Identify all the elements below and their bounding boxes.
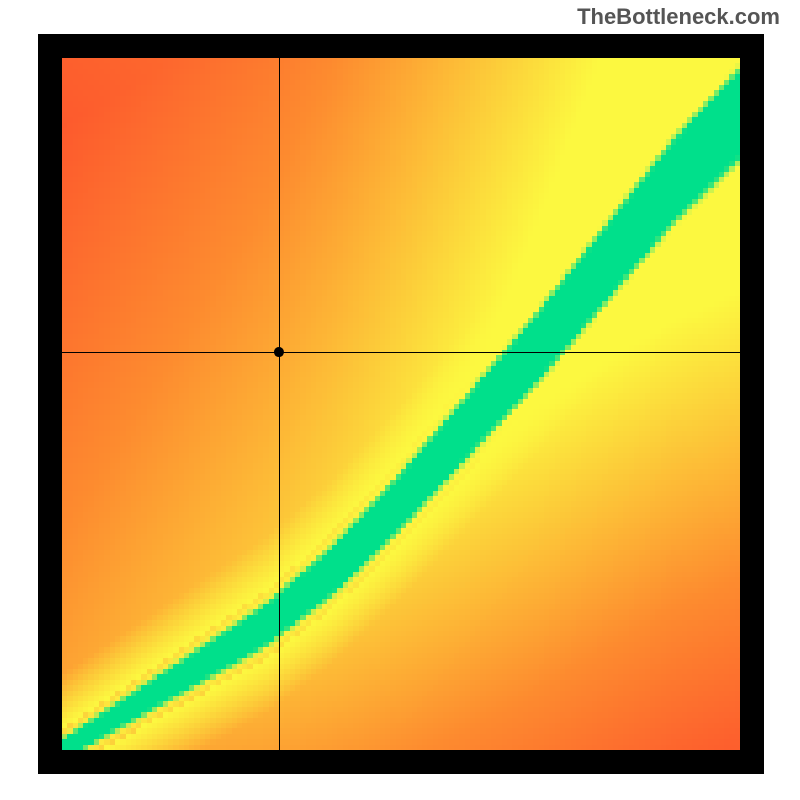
watermark-text: TheBottleneck.com <box>577 4 780 30</box>
chart-container: TheBottleneck.com <box>0 0 800 800</box>
plot-frame <box>38 34 764 774</box>
heatmap-canvas <box>38 34 764 774</box>
